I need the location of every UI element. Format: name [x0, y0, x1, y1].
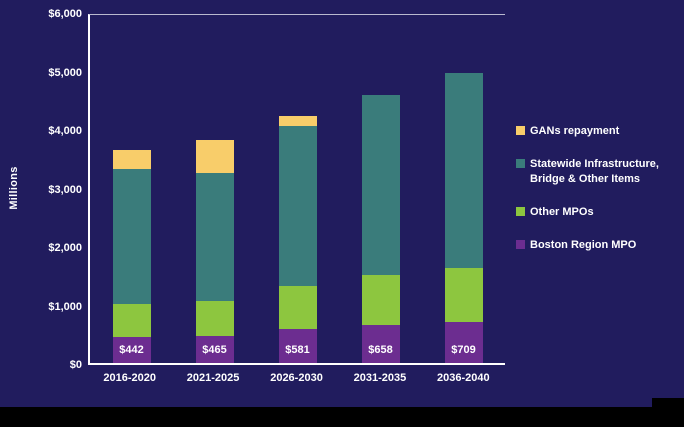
bar-value-label: $658	[368, 344, 393, 356]
legend-item: Boston Region MPO	[516, 238, 680, 252]
y-tick-label: $6,000	[48, 8, 82, 20]
x-axis: 2016-2020 2021-2025 2026-2030 2031-2035 2036…	[88, 367, 505, 384]
x-axis-tick-label: 2021-2025	[186, 372, 240, 384]
y-tick-label: $3,000	[48, 183, 82, 196]
legend-item: GANs repayment	[516, 124, 680, 138]
legend-swatch	[516, 240, 525, 250]
x-axis-tick-label: 2016-2020	[103, 372, 156, 384]
bar-group: $581	[256, 15, 339, 363]
bar-value-label: $709	[451, 344, 476, 356]
legend-swatch	[516, 206, 525, 216]
bar-segment-other-mpos	[195, 300, 234, 337]
y-tick-label: $5,000	[48, 66, 82, 79]
bar-segment-boston-region-mpo	[195, 336, 234, 363]
y-tick-label: $2,000	[48, 242, 82, 254]
stacked-bar: $658	[361, 15, 400, 363]
y-tick-label: $0	[69, 359, 82, 371]
bottom-black-bar	[0, 407, 684, 427]
bar-group: $709	[422, 15, 505, 363]
bar-segment-boston-region-mpo	[112, 337, 151, 363]
bottom-right-notch	[652, 398, 684, 409]
bar-segment-gans-repayment	[278, 116, 317, 126]
bar-segment-statewide-infrastructure	[112, 168, 151, 304]
bar-segment-other-mpos	[112, 303, 151, 338]
x-axis-tick-label: 2026-2030	[270, 372, 323, 384]
bar-segment-gans-repayment	[112, 149, 151, 169]
bar-value-label: $465	[202, 344, 227, 356]
legend: GANs repayment Statewide Infrastructure, …	[516, 124, 680, 271]
bar-segment-boston-region-mpo	[444, 321, 483, 363]
stacked-bar: $465	[195, 15, 234, 363]
stacked-bar: $581	[278, 15, 317, 363]
bar-groups: $442 $465 $581 $658 $709	[90, 15, 505, 363]
legend-item: Other MPOs	[516, 205, 680, 219]
stacked-bar: $709	[444, 15, 483, 363]
legend-label: Boston Region MPO	[530, 239, 637, 252]
legend-label: GANs repayment	[530, 125, 620, 137]
x-axis-tick-label: 2036-2040	[437, 372, 490, 384]
y-tick-label: $4,000	[48, 125, 82, 137]
bar-segment-gans-repayment	[195, 139, 234, 173]
legend-swatch	[516, 159, 525, 169]
bar-segment-statewide-infrastructure	[361, 95, 400, 275]
legend-label: Other MPOs	[530, 205, 594, 218]
bar-segment-other-mpos	[444, 267, 483, 322]
plot-area: $442 $465 $581 $658 $709	[88, 14, 505, 365]
y-axis: $6,000 $5,000 $4,000 $3,000 $2,000 $1,00…	[0, 7, 82, 372]
bar-segment-statewide-infrastructure	[278, 125, 317, 286]
y-tick-label: $1,000	[48, 300, 82, 313]
bar-value-label: $581	[285, 344, 310, 356]
bar-segment-other-mpos	[278, 285, 317, 330]
bar-group: $658	[339, 15, 422, 363]
x-axis-tick-label: 2031-2035	[353, 372, 407, 384]
bar-group: $442	[90, 15, 173, 363]
bar-segment-boston-region-mpo	[361, 324, 400, 363]
stacked-bar: $442	[112, 15, 151, 363]
legend-swatch	[516, 126, 525, 135]
bar-segment-other-mpos	[361, 274, 400, 325]
legend-item: Statewide Infrastructure, Bridge & Other…	[516, 157, 680, 186]
bar-segment-statewide-infrastructure	[444, 73, 483, 268]
bar-segment-boston-region-mpo	[278, 329, 317, 363]
bar-segment-statewide-infrastructure	[195, 172, 234, 301]
legend-label: Statewide Infrastructure, Bridge & Other…	[530, 158, 659, 185]
bar-group: $465	[173, 15, 256, 363]
bar-value-label: $442	[119, 344, 144, 356]
